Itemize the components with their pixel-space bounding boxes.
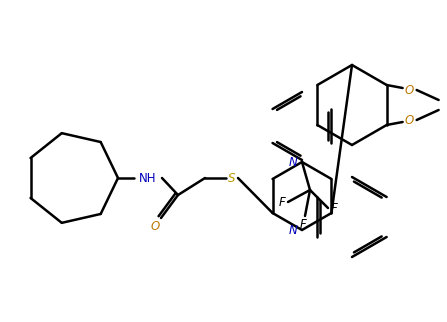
Text: O: O: [405, 83, 414, 97]
Text: N: N: [288, 156, 297, 168]
Text: F: F: [331, 202, 337, 214]
Text: O: O: [150, 220, 160, 232]
Text: S: S: [228, 172, 236, 185]
Text: NH: NH: [139, 172, 157, 185]
Text: F: F: [278, 195, 285, 209]
Text: F: F: [299, 217, 306, 231]
Text: N: N: [288, 223, 297, 236]
Text: O: O: [405, 113, 414, 127]
